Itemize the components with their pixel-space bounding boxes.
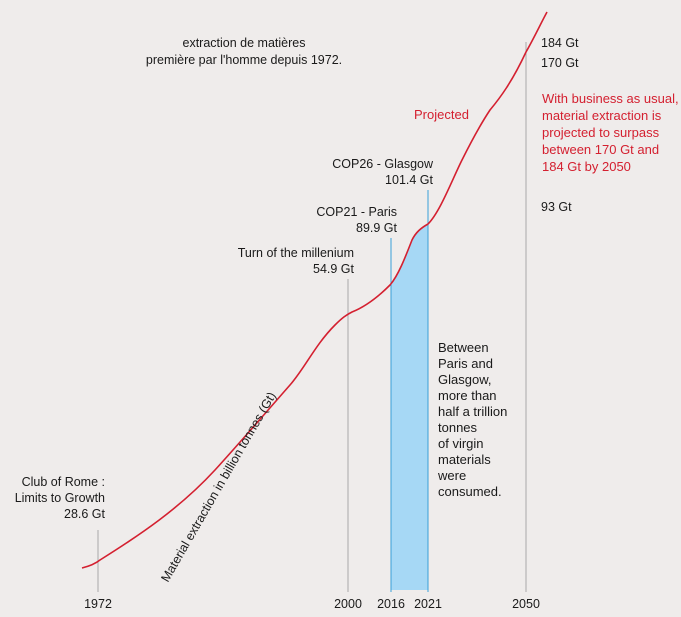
annotation-line: tonnes bbox=[438, 420, 478, 435]
annotation-line: more than bbox=[438, 388, 497, 403]
label-184gt: 184 Gt bbox=[541, 36, 579, 50]
marker-label-cop26: COP26 - Glasgow 101.4 Gt bbox=[332, 157, 434, 187]
x-tick-2021: 2021 bbox=[414, 597, 442, 611]
marker-label-line: Limits to Growth bbox=[15, 491, 105, 505]
annotation-line: Paris and bbox=[438, 356, 493, 371]
paris-glasgow-band bbox=[391, 224, 428, 590]
annotation-line: material extraction is bbox=[542, 108, 662, 123]
marker-label-millenium: Turn of the millenium 54.9 Gt bbox=[238, 246, 355, 276]
marker-label-value: 54.9 Gt bbox=[313, 262, 355, 276]
marker-label-value: 28.6 Gt bbox=[64, 507, 106, 521]
marker-label-value: 89.9 Gt bbox=[356, 221, 398, 235]
annotation-line: Glasgow, bbox=[438, 372, 491, 387]
chart-title-line-1: extraction de matières bbox=[183, 36, 306, 50]
annotation-line: were bbox=[437, 468, 466, 483]
marker-label-line: Club of Rome : bbox=[22, 475, 105, 489]
y-axis-label: Material extraction in billion tonnes (G… bbox=[158, 390, 279, 585]
marker-label-line: COP21 - Paris bbox=[316, 205, 397, 219]
annotation-line: 184 Gt by 2050 bbox=[542, 159, 631, 174]
x-tick-1972: 1972 bbox=[84, 597, 112, 611]
business-as-usual-annotation: With business as usual, material extract… bbox=[542, 91, 679, 174]
band-annotation: Between Paris and Glasgow, more than hal… bbox=[437, 340, 507, 499]
annotation-line: consumed. bbox=[438, 484, 502, 499]
label-170gt: 170 Gt bbox=[541, 56, 579, 70]
x-tick-2000: 2000 bbox=[334, 597, 362, 611]
marker-label-value: 101.4 Gt bbox=[385, 173, 433, 187]
series-line-actual bbox=[81, 223, 429, 569]
marker-label-line: Turn of the millenium bbox=[238, 246, 354, 260]
series-line-projected bbox=[427, 11, 548, 225]
annotation-line: between 170 Gt and bbox=[542, 142, 659, 157]
marker-label-club-of-rome: Club of Rome : Limits to Growth 28.6 Gt bbox=[15, 475, 106, 521]
annotation-line: materials bbox=[438, 452, 491, 467]
x-tick-2050: 2050 bbox=[512, 597, 540, 611]
chart-title-line-2: première par l'homme depuis 1972. bbox=[146, 53, 342, 67]
label-93gt: 93 Gt bbox=[541, 200, 572, 214]
annotation-line: projected to surpass bbox=[542, 125, 660, 140]
x-tick-2016: 2016 bbox=[377, 597, 405, 611]
marker-label-cop21: COP21 - Paris 89.9 Gt bbox=[316, 205, 397, 235]
annotation-line: With business as usual, bbox=[542, 91, 679, 106]
annotation-line: Between bbox=[438, 340, 489, 355]
annotation-line: of virgin bbox=[438, 436, 484, 451]
annotation-line: half a trillion bbox=[438, 404, 507, 419]
marker-label-line: COP26 - Glasgow bbox=[332, 157, 434, 171]
projected-label: Projected bbox=[414, 107, 469, 122]
